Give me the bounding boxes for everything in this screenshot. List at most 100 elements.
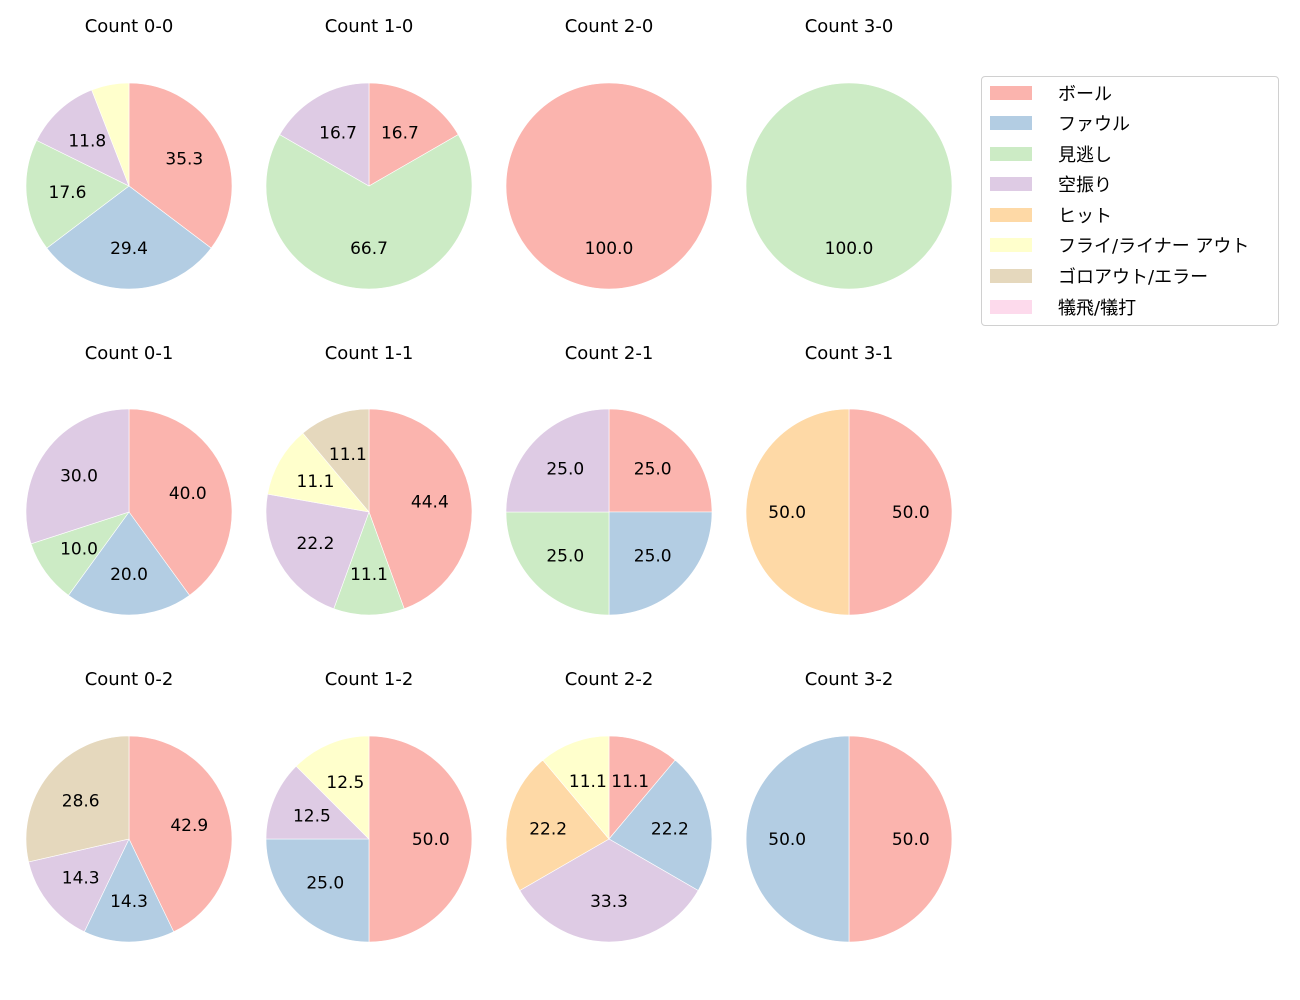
chart-title: Count 3-0 xyxy=(804,16,894,37)
chart-title: Count 1-1 xyxy=(324,343,414,364)
pie-label: 25.0 xyxy=(546,547,584,567)
legend-label: ボール xyxy=(1058,84,1112,105)
pie-label: 40.0 xyxy=(169,484,207,504)
pie-chart: 50.0 50.0 xyxy=(745,735,953,943)
pie-wedge xyxy=(28,838,130,933)
pie-wedge xyxy=(128,735,233,933)
pie-label: 50.0 xyxy=(768,503,806,523)
pie-label: 44.4 xyxy=(411,492,449,512)
legend-item: フライ/ライナー アウト xyxy=(990,230,1249,260)
pie-label: 11.1 xyxy=(350,565,388,585)
pie-wedge xyxy=(608,408,713,513)
legend: ボール ファウル 見逃し 空振り ヒット フライ/ライナー アウト ゴロアウト/… xyxy=(981,76,1279,326)
pie-wedge xyxy=(505,511,610,616)
pie-label: 29.4 xyxy=(110,239,148,259)
pie-label: 50.0 xyxy=(892,503,930,523)
pie-wedge xyxy=(91,82,130,187)
legend-item: 犠飛/犠打 xyxy=(990,292,1136,322)
pie-label: 12.5 xyxy=(326,773,364,793)
pie-label: 22.2 xyxy=(297,534,335,554)
pie-chart: 16.7 66.7 16.7 xyxy=(265,82,473,290)
pie-wedge xyxy=(745,408,850,616)
legend-swatch xyxy=(990,86,1032,100)
pie-label: 33.3 xyxy=(590,892,628,912)
legend-label: ヒット xyxy=(1058,206,1112,227)
pie-wedge xyxy=(128,408,233,596)
pie-chart: 44.4 11.1 22.2 11.1 11.1 xyxy=(265,408,473,616)
pie-wedge xyxy=(368,408,473,610)
pie-label: 25.0 xyxy=(546,459,584,479)
chart-title: Count 3-1 xyxy=(804,343,894,364)
legend-label: ファウル xyxy=(1058,114,1130,135)
chart-title: Count 1-2 xyxy=(324,669,414,690)
legend-swatch xyxy=(990,116,1032,130)
pie-label: 50.0 xyxy=(768,830,806,850)
pie-chart: 100.0 xyxy=(745,82,953,290)
pie-wedge xyxy=(25,408,130,545)
legend-label: 見逃し xyxy=(1058,145,1112,166)
pie-label: 11.1 xyxy=(611,772,649,792)
pie-wedge xyxy=(46,185,212,290)
pie-label: 25.0 xyxy=(634,459,672,479)
pie-chart: 42.9 14.3 14.3 28.6 xyxy=(25,735,233,943)
chart-title: Count 0-2 xyxy=(84,669,174,690)
pie-chart: 100.0 xyxy=(505,82,713,290)
legend-swatch xyxy=(990,147,1032,161)
pie-wedge xyxy=(368,82,459,187)
pie-wedge xyxy=(25,735,130,863)
pie-wedge xyxy=(505,82,713,290)
legend-item: 見逃し xyxy=(990,139,1112,169)
pie-wedge xyxy=(265,765,370,840)
pie-label: 11.1 xyxy=(569,772,607,792)
chart-title: Count 2-1 xyxy=(564,343,654,364)
pie-wedge xyxy=(302,408,370,513)
legend-label: 犠飛/犠打 xyxy=(1058,298,1137,319)
pie-wedge xyxy=(368,735,473,943)
pie-wedge xyxy=(265,493,370,610)
pie-chart: 25.0 25.0 25.0 25.0 xyxy=(505,408,713,616)
legend-label: 空振り xyxy=(1058,175,1112,196)
legend-swatch xyxy=(990,269,1032,283)
legend-item: ゴロアウト/エラー xyxy=(990,261,1208,291)
pie-wedge xyxy=(745,735,850,943)
legend-swatch xyxy=(990,208,1032,222)
chart-title: Count 1-0 xyxy=(324,16,414,37)
pie-wedge xyxy=(295,735,370,840)
legend-item: ファウル xyxy=(990,108,1130,138)
chart-title: Count 2-2 xyxy=(564,669,654,690)
pie-label: 42.9 xyxy=(170,816,208,836)
chart-title: Count 2-0 xyxy=(564,16,654,37)
pie-label: 100.0 xyxy=(585,239,634,259)
pie-wedge xyxy=(83,838,175,943)
pie-label: 66.7 xyxy=(350,239,388,259)
pie-wedge xyxy=(608,759,713,891)
pie-label: 12.5 xyxy=(293,806,331,826)
pie-label: 11.1 xyxy=(329,445,367,465)
pie-wedge xyxy=(542,735,610,840)
pie-wedge xyxy=(848,408,953,616)
pie-label: 16.7 xyxy=(381,123,419,143)
legend-label: ゴロアウト/エラー xyxy=(1058,267,1209,288)
pie-label: 22.2 xyxy=(529,819,567,839)
pie-label: 11.8 xyxy=(68,131,106,151)
pie-label: 22.2 xyxy=(651,819,689,839)
pie-wedge xyxy=(25,139,130,249)
chart-title: Count 0-0 xyxy=(84,16,174,37)
legend-swatch xyxy=(990,238,1032,252)
pie-wedge xyxy=(848,735,953,943)
pie-label: 30.0 xyxy=(60,467,98,487)
chart-title: Count 0-1 xyxy=(84,343,174,364)
legend-swatch xyxy=(990,300,1032,314)
pie-label: 20.0 xyxy=(110,565,148,585)
pie-label: 28.6 xyxy=(62,791,100,811)
pie-label: 11.1 xyxy=(297,472,335,492)
pie-label: 25.0 xyxy=(306,874,344,894)
pie-label: 14.3 xyxy=(110,892,148,912)
pie-wedge xyxy=(505,408,610,513)
pie-chart: 40.0 20.0 10.0 30.0 xyxy=(25,408,233,616)
pie-chart: 50.0 25.0 12.5 12.5 xyxy=(265,735,473,943)
pie-wedge xyxy=(68,511,190,616)
legend-swatch xyxy=(990,177,1032,191)
pie-wedge xyxy=(128,82,233,249)
